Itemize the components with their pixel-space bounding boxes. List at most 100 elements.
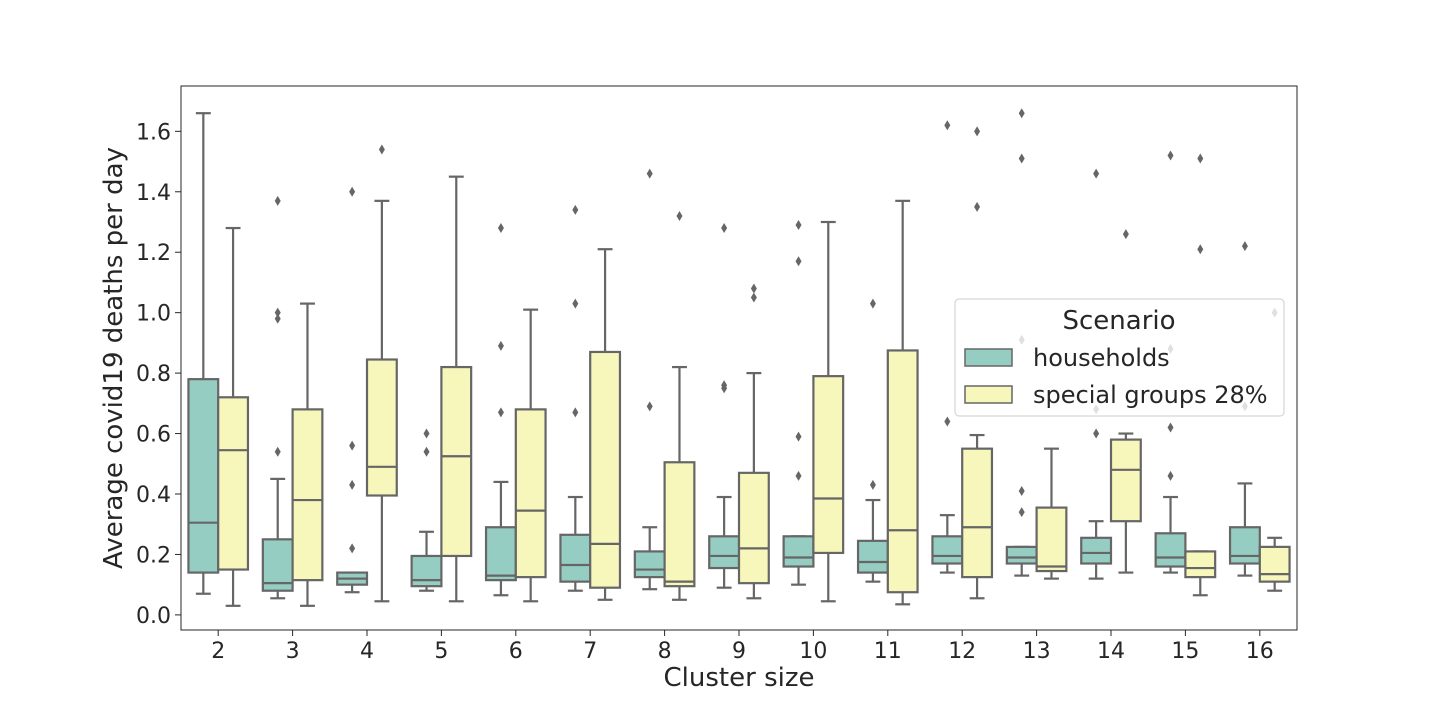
outlier-point — [795, 470, 802, 481]
y-tick-label: 1.0 — [136, 302, 171, 327]
box-special-groups-5 — [440, 175, 473, 603]
box-households-16 — [1228, 241, 1261, 577]
outlier-point — [721, 380, 728, 391]
outlier-point — [1197, 153, 1204, 164]
outlier-point — [676, 210, 683, 221]
box-body — [365, 358, 398, 497]
box-households-7 — [559, 204, 592, 592]
box-special-groups-11 — [886, 199, 919, 606]
box-special-groups-13 — [1035, 447, 1068, 580]
x-tick-label: 3 — [286, 639, 300, 664]
outlier-point — [572, 407, 579, 418]
x-tick-label: 2 — [211, 639, 225, 664]
outlier-point — [1018, 485, 1025, 496]
outlier-point — [1018, 507, 1025, 518]
box-households-10 — [782, 220, 815, 586]
y-tick-label: 0.2 — [136, 543, 171, 568]
box-body — [886, 349, 919, 594]
box-households-2 — [187, 112, 220, 595]
x-axis: 2 3 4 5 6 7 8 9 10 11 12 13 14 15 16 — [211, 630, 1274, 664]
box-households-11 — [856, 298, 889, 583]
box-households-3 — [261, 195, 294, 600]
box-body — [514, 408, 547, 579]
legend-swatch-special-groups — [964, 385, 1013, 404]
box-special-groups-10 — [812, 220, 845, 603]
x-tick-label: 8 — [658, 639, 672, 664]
box-households-6 — [484, 223, 517, 597]
box-body — [1258, 545, 1291, 583]
box-body — [782, 535, 815, 568]
outlier-point — [869, 479, 876, 490]
box-body — [291, 408, 324, 582]
x-tick-label: 16 — [1246, 639, 1274, 664]
y-tick-label: 0.0 — [136, 604, 171, 629]
x-tick-label: 11 — [874, 639, 902, 664]
outlier-point — [1093, 428, 1100, 439]
outlier-point — [497, 223, 504, 234]
x-tick-label: 10 — [799, 639, 827, 664]
outlier-point — [721, 223, 728, 234]
legend-title: Scenario — [1062, 306, 1175, 336]
outlier-point — [274, 195, 281, 206]
y-tick-label: 0.6 — [136, 423, 171, 448]
box-special-groups-6 — [514, 308, 547, 603]
box-body — [708, 535, 741, 570]
outlier-point — [750, 283, 757, 294]
x-tick-label: 12 — [948, 639, 976, 664]
box-body — [559, 533, 592, 583]
y-tick-label: 0.4 — [136, 483, 171, 508]
x-tick-label: 13 — [1023, 639, 1051, 664]
outlier-point — [349, 440, 356, 451]
outlier-point — [349, 479, 356, 490]
legend-label-households: households — [1033, 344, 1170, 372]
box-body — [1184, 550, 1217, 579]
box-special-groups-12 — [961, 126, 994, 600]
outlier-point — [1241, 241, 1248, 252]
y-tick-label: 1.4 — [136, 181, 171, 206]
outlier-point — [274, 307, 281, 318]
box-body — [589, 350, 622, 589]
box-households-9 — [708, 223, 741, 589]
box-households-14 — [1080, 168, 1113, 580]
outlier-point — [423, 428, 430, 439]
box-special-groups-3 — [291, 302, 324, 607]
box-body — [931, 535, 964, 565]
outlier-point — [944, 416, 951, 427]
outlier-point — [572, 204, 579, 215]
box-body — [1228, 526, 1261, 565]
outlier-point — [423, 446, 430, 457]
box-special-groups-8 — [663, 210, 696, 601]
outlier-point — [1093, 168, 1100, 179]
box-body — [737, 471, 770, 585]
legend: Scenario households special groups 28% — [954, 298, 1285, 417]
box-households-8 — [633, 168, 666, 591]
box-households-13 — [1005, 108, 1038, 577]
box-special-groups-14 — [1109, 229, 1142, 574]
box-special-groups-4 — [365, 144, 398, 603]
y-tick-label: 1.2 — [136, 241, 171, 266]
outlier-point — [646, 168, 653, 179]
outlier-point — [497, 340, 504, 351]
x-tick-label: 15 — [1171, 639, 1199, 664]
x-tick-label: 7 — [583, 639, 597, 664]
box-body — [217, 396, 250, 571]
outlier-point — [1122, 229, 1129, 240]
outlier-point — [1167, 150, 1174, 161]
box-households-5 — [410, 428, 443, 592]
outlier-point — [795, 431, 802, 442]
box-body — [1109, 438, 1142, 523]
outlier-point — [974, 126, 981, 137]
box-body — [410, 554, 443, 588]
x-tick-label: 5 — [434, 639, 448, 664]
plot-area — [187, 108, 1291, 607]
outlier-point — [646, 401, 653, 412]
outlier-point — [795, 256, 802, 267]
box-households-15 — [1154, 150, 1187, 574]
outlier-point — [1197, 244, 1204, 255]
outlier-point — [274, 313, 281, 324]
legend-swatch-households — [964, 348, 1013, 367]
box-body — [1005, 545, 1038, 565]
box-body — [633, 550, 666, 579]
box-body — [1035, 506, 1068, 573]
box-body — [1154, 532, 1187, 568]
